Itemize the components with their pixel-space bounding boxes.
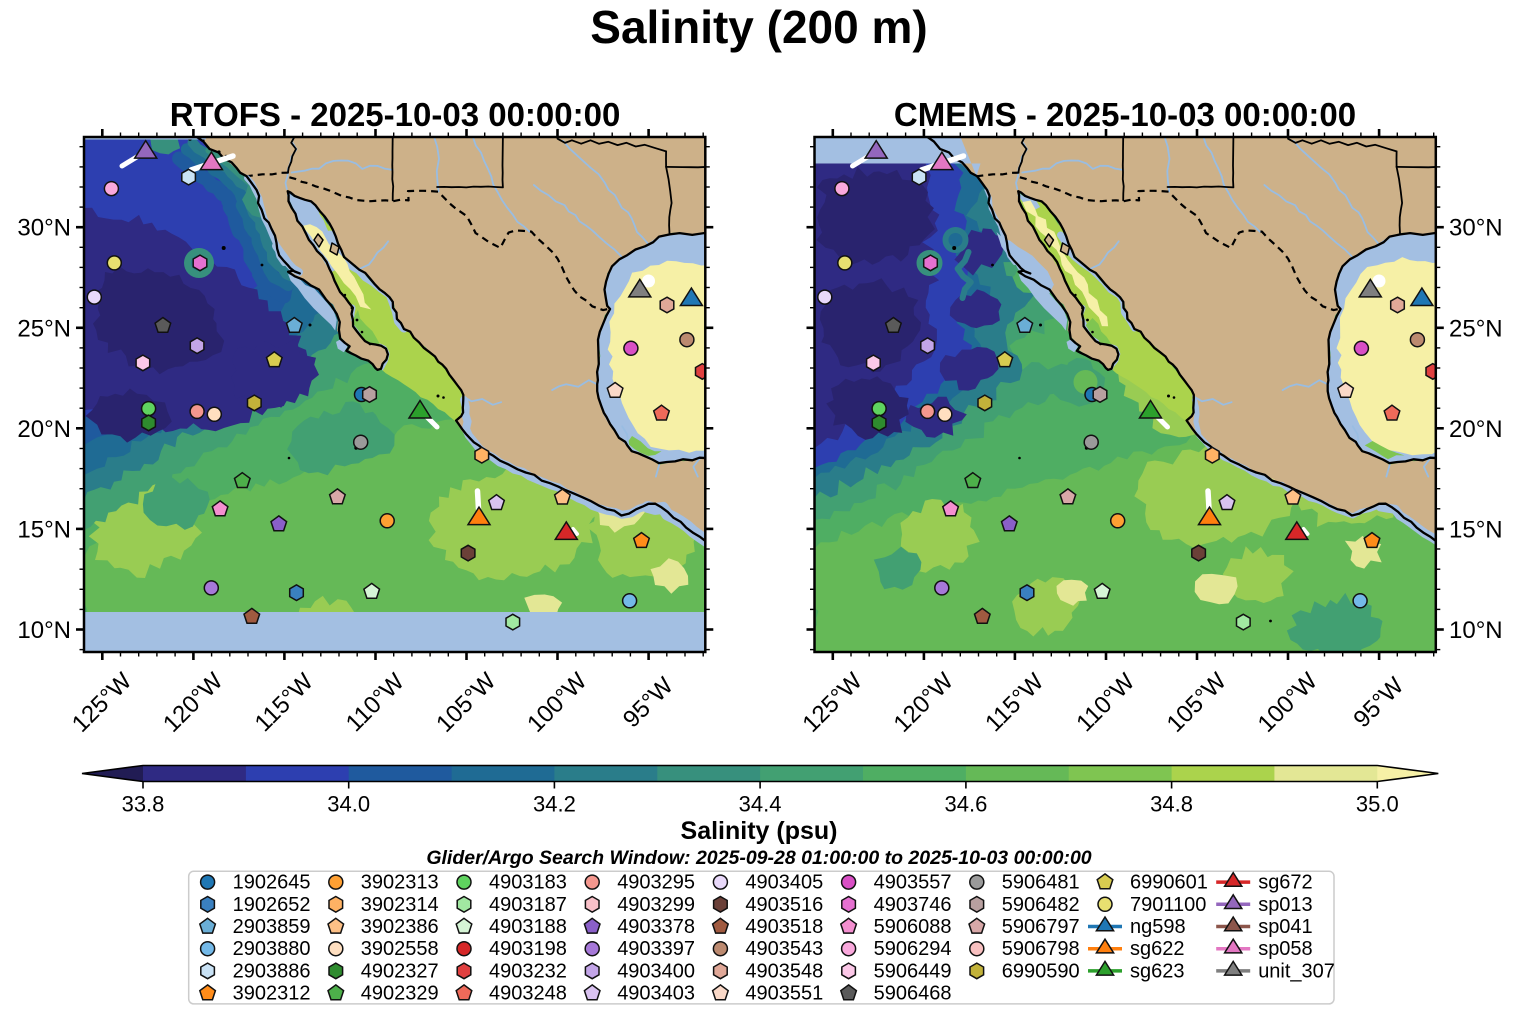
svg-text:1902645: 1902645 xyxy=(233,872,311,894)
svg-text:34.4: 34.4 xyxy=(739,792,782,817)
svg-text:5906797: 5906797 xyxy=(1002,916,1080,938)
svg-text:4903746: 4903746 xyxy=(874,894,952,916)
svg-text:CMEMS - 2025-10-03 00:00:00: CMEMS - 2025-10-03 00:00:00 xyxy=(894,96,1356,133)
svg-text:6990601: 6990601 xyxy=(1130,872,1208,894)
svg-text:5906294: 5906294 xyxy=(874,938,952,960)
svg-text:3902314: 3902314 xyxy=(361,894,439,916)
svg-text:4902327: 4902327 xyxy=(361,960,439,982)
svg-text:3902312: 3902312 xyxy=(233,983,311,1005)
svg-text:sp013: sp013 xyxy=(1258,894,1313,916)
svg-text:4903516: 4903516 xyxy=(745,894,823,916)
svg-text:4903183: 4903183 xyxy=(489,872,567,894)
svg-text:15°N: 15°N xyxy=(1449,516,1503,543)
svg-text:1902652: 1902652 xyxy=(233,894,311,916)
svg-text:25°N: 25°N xyxy=(1449,315,1503,342)
svg-text:sg622: sg622 xyxy=(1130,938,1185,960)
svg-text:20°N: 20°N xyxy=(1449,416,1503,443)
svg-text:5906449: 5906449 xyxy=(874,960,952,982)
svg-text:34.6: 34.6 xyxy=(944,792,987,817)
svg-text:25°N: 25°N xyxy=(17,315,71,342)
svg-text:4903295: 4903295 xyxy=(617,872,695,894)
svg-text:4903400: 4903400 xyxy=(617,960,695,982)
svg-text:4903198: 4903198 xyxy=(489,938,567,960)
svg-text:3902558: 3902558 xyxy=(361,938,439,960)
svg-text:4903397: 4903397 xyxy=(617,938,695,960)
svg-text:RTOFS - 2025-10-03 00:00:00: RTOFS - 2025-10-03 00:00:00 xyxy=(170,96,621,133)
svg-text:2903886: 2903886 xyxy=(233,960,311,982)
svg-text:34.0: 34.0 xyxy=(327,792,370,817)
svg-text:30°N: 30°N xyxy=(1449,215,1503,242)
svg-text:5906468: 5906468 xyxy=(874,983,952,1005)
svg-text:4903518: 4903518 xyxy=(745,916,823,938)
svg-text:4903248: 4903248 xyxy=(489,983,567,1005)
svg-text:4903543: 4903543 xyxy=(745,938,823,960)
svg-text:34.2: 34.2 xyxy=(533,792,576,817)
svg-text:5906088: 5906088 xyxy=(874,916,952,938)
svg-text:30°N: 30°N xyxy=(17,215,71,242)
svg-text:sg623: sg623 xyxy=(1130,960,1185,982)
svg-text:5906798: 5906798 xyxy=(1002,938,1080,960)
svg-text:20°N: 20°N xyxy=(17,416,71,443)
svg-text:33.8: 33.8 xyxy=(122,792,165,817)
svg-text:4903232: 4903232 xyxy=(489,960,567,982)
svg-text:4903551: 4903551 xyxy=(745,983,823,1005)
svg-text:sg672: sg672 xyxy=(1258,872,1313,894)
svg-text:2903880: 2903880 xyxy=(233,938,311,960)
svg-text:3902313: 3902313 xyxy=(361,872,439,894)
svg-text:sp041: sp041 xyxy=(1258,916,1313,938)
svg-text:2903859: 2903859 xyxy=(233,916,311,938)
svg-text:35.0: 35.0 xyxy=(1356,792,1399,817)
svg-text:4903403: 4903403 xyxy=(617,983,695,1005)
svg-text:4903299: 4903299 xyxy=(617,894,695,916)
svg-text:4903557: 4903557 xyxy=(874,872,952,894)
svg-text:Salinity (psu): Salinity (psu) xyxy=(681,817,838,845)
svg-text:5906481: 5906481 xyxy=(1002,872,1080,894)
svg-text:sp058: sp058 xyxy=(1258,938,1313,960)
svg-text:unit_307: unit_307 xyxy=(1258,960,1335,982)
svg-text:10°N: 10°N xyxy=(1449,617,1503,644)
svg-text:34.8: 34.8 xyxy=(1150,792,1193,817)
svg-text:ng598: ng598 xyxy=(1130,916,1186,938)
svg-text:6990590: 6990590 xyxy=(1002,960,1080,982)
svg-text:4903405: 4903405 xyxy=(745,872,823,894)
svg-text:4903378: 4903378 xyxy=(617,916,695,938)
svg-text:4902329: 4902329 xyxy=(361,983,439,1005)
svg-text:5906482: 5906482 xyxy=(1002,894,1080,916)
svg-text:Salinity (200 m): Salinity (200 m) xyxy=(590,1,927,53)
svg-text:3902386: 3902386 xyxy=(361,916,439,938)
svg-text:15°N: 15°N xyxy=(17,516,71,543)
svg-text:7901100: 7901100 xyxy=(1130,894,1206,916)
svg-text:10°N: 10°N xyxy=(17,617,71,644)
svg-text:Glider/Argo Search Window: 202: Glider/Argo Search Window: 2025-09-28 01… xyxy=(426,847,1091,869)
svg-text:4903187: 4903187 xyxy=(489,894,567,916)
svg-text:4903188: 4903188 xyxy=(489,916,567,938)
svg-text:4903548: 4903548 xyxy=(745,960,823,982)
